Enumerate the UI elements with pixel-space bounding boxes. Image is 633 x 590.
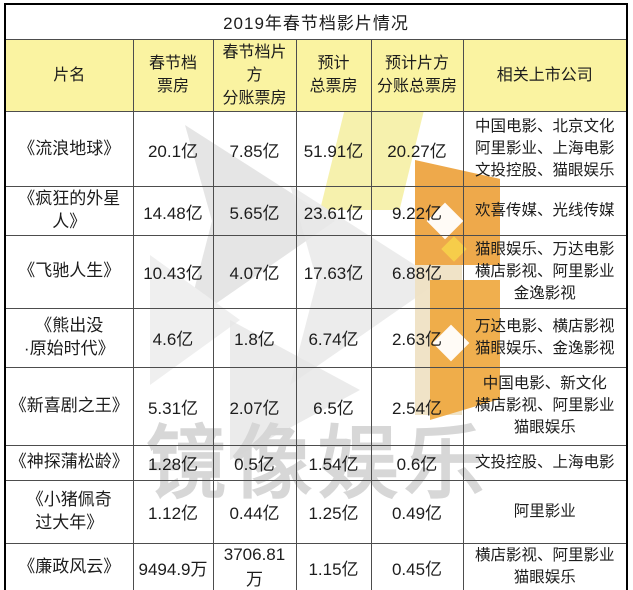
table-title: 2019年春节档影片情况 — [4, 3, 628, 40]
col-header-gross: 春节档 票房 — [132, 38, 214, 113]
cell-est-total: 1.54亿 — [295, 444, 372, 481]
table-row: 《疯狂的外星人》 14.48亿 5.65亿 23.61亿 9.22亿 欢喜传媒、… — [4, 186, 628, 236]
cell-est-total: 1.25亿 — [295, 479, 372, 544]
cell-film: 《神探蒲松龄》 — [4, 444, 134, 481]
cell-est-total: 6.5亿 — [295, 366, 372, 446]
cell-gross: 1.12亿 — [132, 479, 214, 544]
box-office-table: 2019年春节档影片情况 片名 春节档 票房 春节档片方 分账票房 预计 总票房… — [4, 3, 629, 590]
cell-est-share: 6.88亿 — [370, 234, 464, 309]
cell-share: 3706.81万 — [212, 542, 297, 590]
col-header-est-share: 预计片方 分账总票房 — [370, 38, 464, 113]
cell-gross: 4.6亿 — [132, 307, 214, 368]
cell-share: 4.07亿 — [212, 234, 297, 309]
cell-est-share: 9.22亿 — [370, 186, 464, 236]
cell-share: 2.07亿 — [212, 366, 297, 446]
cell-film: 《飞驰人生》 — [4, 234, 134, 309]
table-row: 2019年春节档影片情况 — [4, 3, 628, 40]
table-row: 《飞驰人生》 10.43亿 4.07亿 17.63亿 6.88亿 猫眼娱乐、万达… — [4, 234, 628, 309]
cell-est-total: 6.74亿 — [295, 307, 372, 368]
cell-film: 《小猪佩奇 过大年》 — [4, 479, 134, 544]
cell-est-total: 23.61亿 — [295, 186, 372, 236]
cell-est-total: 1.15亿 — [295, 542, 372, 590]
cell-gross: 10.43亿 — [132, 234, 214, 309]
cell-est-share: 2.54亿 — [370, 366, 464, 446]
cell-film: 《新喜剧之王》 — [4, 366, 134, 446]
cell-companies: 万达电影、横店影视 猫眼娱乐、金逸影视 — [462, 307, 628, 368]
cell-share: 5.65亿 — [212, 186, 297, 236]
cell-share: 0.44亿 — [212, 479, 297, 544]
cell-gross: 1.28亿 — [132, 444, 214, 481]
cell-film: 《疯狂的外星人》 — [4, 186, 134, 236]
cell-film: 《熊出没 ·原始时代》 — [4, 307, 134, 368]
cell-est-total: 17.63亿 — [295, 234, 372, 309]
cell-gross: 5.31亿 — [132, 366, 214, 446]
cell-companies: 文投控股、上海电影 — [462, 444, 628, 481]
cell-est-share: 2.63亿 — [370, 307, 464, 368]
cell-share: 0.5亿 — [212, 444, 297, 481]
cell-gross: 20.1亿 — [132, 111, 214, 188]
cell-est-share: 0.49亿 — [370, 479, 464, 544]
cell-companies: 中国电影、新文化 横店影视、阿里影业 猫眼娱乐 — [462, 366, 628, 446]
table-row: 片名 春节档 票房 春节档片方 分账票房 预计 总票房 预计片方 分账总票房 相… — [4, 38, 628, 113]
table-row: 《小猪佩奇 过大年》 1.12亿 0.44亿 1.25亿 0.49亿 阿里影业 — [4, 479, 628, 544]
cell-film: 《廉政风云》 — [4, 542, 134, 590]
cell-est-share: 0.6亿 — [370, 444, 464, 481]
cell-companies: 中国电影、北京文化 阿里影业、上海电影 文投控股、猫眼娱乐 — [462, 111, 628, 188]
col-header-film: 片名 — [4, 38, 134, 113]
table-row: 《新喜剧之王》 5.31亿 2.07亿 6.5亿 2.54亿 中国电影、新文化 … — [4, 366, 628, 446]
cell-gross: 9494.9万 — [132, 542, 214, 590]
cell-share: 1.8亿 — [212, 307, 297, 368]
cell-est-share: 20.27亿 — [370, 111, 464, 188]
cell-companies: 阿里影业 — [462, 479, 628, 544]
table-row: 《流浪地球》 20.1亿 7.85亿 51.91亿 20.27亿 中国电影、北京… — [4, 111, 628, 188]
cell-share: 7.85亿 — [212, 111, 297, 188]
cell-companies: 欢喜传媒、光线传媒 — [462, 186, 628, 236]
col-header-companies: 相关上市公司 — [462, 38, 628, 113]
cell-companies: 猫眼娱乐、万达电影 横店影视、阿里影业 金逸影视 — [462, 234, 628, 309]
table-row: 《熊出没 ·原始时代》 4.6亿 1.8亿 6.74亿 2.63亿 万达电影、横… — [4, 307, 628, 368]
col-header-est-total: 预计 总票房 — [295, 38, 372, 113]
cell-est-total: 51.91亿 — [295, 111, 372, 188]
col-header-share: 春节档片方 分账票房 — [212, 38, 297, 113]
cell-film: 《流浪地球》 — [4, 111, 134, 188]
table-row: 《神探蒲松龄》 1.28亿 0.5亿 1.54亿 0.6亿 文投控股、上海电影 — [4, 444, 628, 481]
table-row: 《廉政风云》 9494.9万 3706.81万 1.15亿 0.45亿 横店影视… — [4, 542, 628, 590]
cell-est-share: 0.45亿 — [370, 542, 464, 590]
cell-gross: 14.48亿 — [132, 186, 214, 236]
cell-companies: 横店影视、阿里影业 猫眼娱乐 — [462, 542, 628, 590]
